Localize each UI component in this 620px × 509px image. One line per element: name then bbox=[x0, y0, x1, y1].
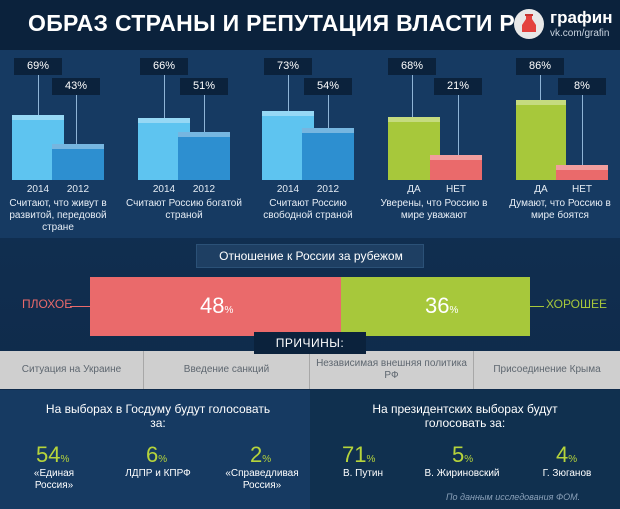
duma-value: 2% bbox=[250, 442, 272, 467]
page-title: ОБРАЗ СТРАНЫ И РЕПУТАЦИЯ ВЛАСТИ РФ bbox=[28, 10, 535, 36]
attitude-title-box: Отношение к России за рубежом bbox=[196, 244, 424, 268]
stat-caption: Уверены, что Россию в мире уважают bbox=[380, 198, 488, 221]
bar-label-b: НЕТ bbox=[446, 184, 466, 195]
bar-label-b: НЕТ bbox=[572, 184, 592, 195]
duma-party: «Справедливая Россия» bbox=[225, 468, 299, 491]
bar-label-a: ДА bbox=[407, 184, 421, 195]
candidate-name: Г. Зюганов bbox=[542, 468, 592, 479]
stat-caption: Считают, что живут в развитой, передовой… bbox=[9, 198, 107, 233]
stat-group-respect: 68% 21% ДА НЕТ Уверены, что Россию в мир… bbox=[372, 50, 496, 238]
president-value: 5% bbox=[452, 442, 474, 467]
bad-connector bbox=[70, 306, 92, 307]
bad-value: 48% bbox=[200, 293, 234, 318]
stat-caption: Думают, что Россию в мире боятся bbox=[509, 198, 611, 221]
stat-a-value: 68% bbox=[388, 58, 436, 75]
stat-caption: Считают Россию богатой страной bbox=[126, 198, 242, 221]
logo-sub: vk.com/grafin bbox=[550, 28, 610, 39]
duma-panel: На выборах в Госдуму будут голосовать за… bbox=[0, 390, 310, 509]
attitude-title: Отношение к России за рубежом bbox=[219, 249, 403, 263]
bar-label-b: 2012 bbox=[316, 184, 340, 195]
bar-2012 bbox=[302, 128, 354, 180]
stat-group-free: 73% 54% 2014 2012 Считают Россию свободн… bbox=[248, 50, 372, 238]
source-note: По данным исследования ФОМ. bbox=[446, 492, 581, 502]
reason-sanctions: Введение санкций bbox=[144, 351, 310, 389]
stat-a-value: 69% bbox=[14, 58, 62, 75]
stat-b-value: 43% bbox=[52, 78, 100, 95]
candidate-name: В. Жириновский bbox=[424, 468, 500, 479]
president-value: 71% bbox=[342, 442, 376, 467]
candidate-name: В. Путин bbox=[342, 468, 384, 479]
logo bbox=[514, 9, 544, 39]
reasons-title: ПРИЧИНЫ: bbox=[254, 332, 366, 354]
president-panel: На президентских выборах будут голосоват… bbox=[310, 390, 620, 509]
stat-group-developed: 69% 43% 2014 2012 Считают, что живут в р… bbox=[0, 50, 124, 238]
stat-b-value: 8% bbox=[558, 78, 606, 95]
stat-b-value: 51% bbox=[180, 78, 228, 95]
stat-b-value: 54% bbox=[304, 78, 352, 95]
bar-no bbox=[556, 165, 608, 180]
stat-a-value: 66% bbox=[140, 58, 188, 75]
logo-name: графин bbox=[550, 8, 613, 27]
bar-label-a: 2014 bbox=[26, 184, 50, 195]
bad-bar bbox=[90, 277, 341, 336]
duma-party: ЛДПР и КПРФ bbox=[125, 468, 191, 479]
bad-label: ПЛОХОЕ bbox=[22, 297, 73, 311]
stat-a-value: 73% bbox=[264, 58, 312, 75]
president-heading: На президентских выборах будут голосоват… bbox=[372, 402, 558, 430]
good-bar bbox=[341, 277, 530, 336]
good-label: ХОРОШЕЕ bbox=[546, 297, 608, 311]
bar-label-b: 2012 bbox=[66, 184, 90, 195]
stat-caption: Считают Россию свободной страной bbox=[263, 198, 353, 221]
title-bar: ОБРАЗ СТРАНЫ И РЕПУТАЦИЯ ВЛАСТИ РФ графи… bbox=[0, 0, 620, 50]
duma-party: «Единая Россия» bbox=[33, 468, 75, 491]
bar-2012 bbox=[52, 144, 104, 180]
president-value: 4% bbox=[556, 442, 578, 467]
bar-no bbox=[430, 155, 482, 180]
bar-label-b: 2012 bbox=[192, 184, 216, 195]
stat-a-value: 86% bbox=[516, 58, 564, 75]
duma-value: 54% bbox=[36, 442, 70, 467]
duma-value: 6% bbox=[146, 442, 168, 467]
stat-b-value: 21% bbox=[434, 78, 482, 95]
stats-panel: 69% 43% 2014 2012 Считают, что живут в р… bbox=[0, 50, 620, 238]
reason-foreign-policy: Независимая внешняя политика РФ bbox=[310, 351, 474, 389]
bar-2012 bbox=[178, 132, 230, 180]
good-connector bbox=[530, 306, 544, 307]
carafe-icon bbox=[522, 14, 536, 32]
stat-group-rich: 66% 51% 2014 2012 Считают Россию богатой… bbox=[124, 50, 248, 238]
duma-heading: На выборах в Госдуму будут голосовать за… bbox=[45, 402, 271, 430]
stat-group-fear: 86% 8% ДА НЕТ Думают, что Россию в мире … bbox=[496, 50, 620, 238]
reason-crimea: Присоединение Крыма bbox=[474, 351, 620, 389]
reason-ukraine: Ситуация на Украине bbox=[0, 351, 144, 389]
bar-label-a: 2014 bbox=[152, 184, 176, 195]
good-value: 36% bbox=[425, 293, 459, 318]
bar-label-a: 2014 bbox=[276, 184, 300, 195]
bar-label-a: ДА bbox=[534, 184, 548, 195]
